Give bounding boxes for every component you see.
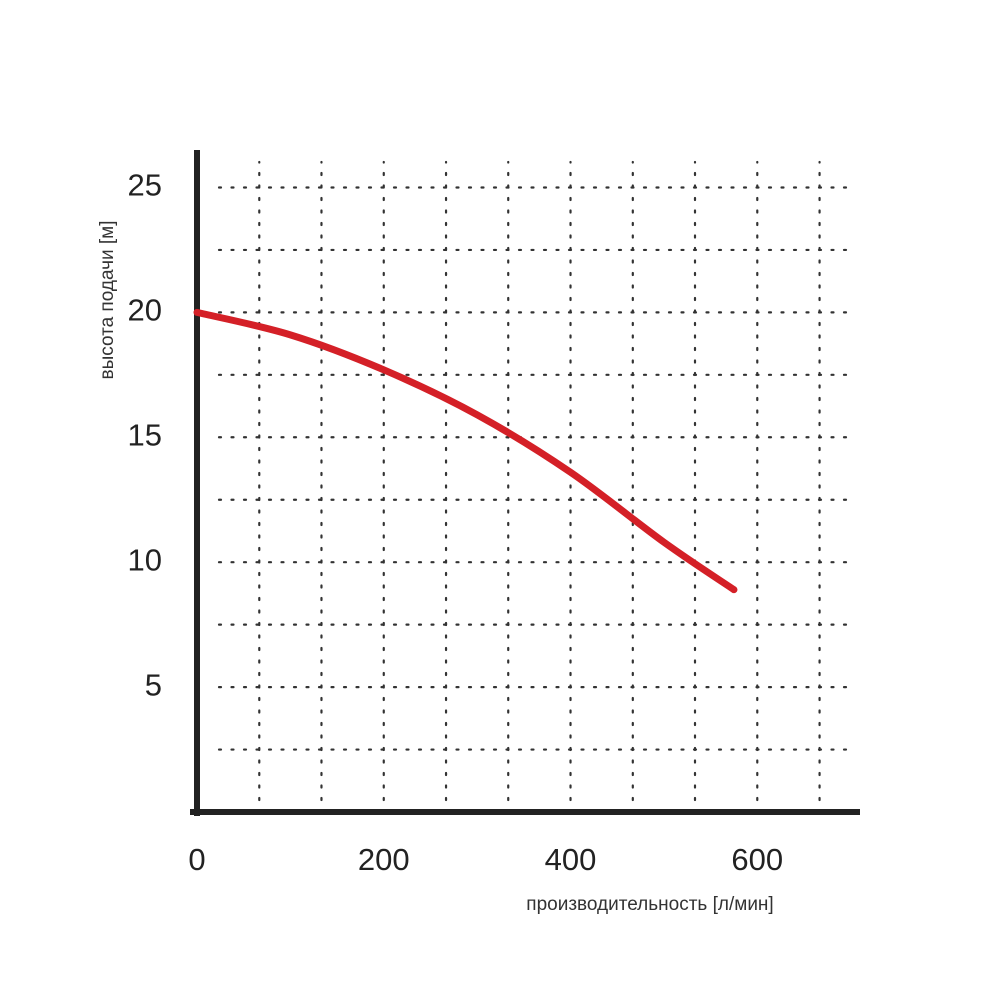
y-tick-label: 10	[128, 542, 162, 577]
y-tick-label: 20	[128, 293, 162, 328]
x-tick-label: 200	[358, 842, 410, 877]
y-axis-label: высота подачи [м]	[97, 220, 118, 379]
y-tick-label: 5	[145, 667, 162, 702]
y-tick-label: 15	[128, 417, 162, 452]
curve	[193, 308, 738, 594]
x-axis-label: производительность [л/мин]	[526, 894, 773, 915]
x-tick-label: 600	[731, 842, 783, 877]
x-tick-label: 400	[545, 842, 597, 877]
y-tick-label: 25	[128, 168, 162, 203]
x-tick-label: 0	[188, 842, 205, 877]
